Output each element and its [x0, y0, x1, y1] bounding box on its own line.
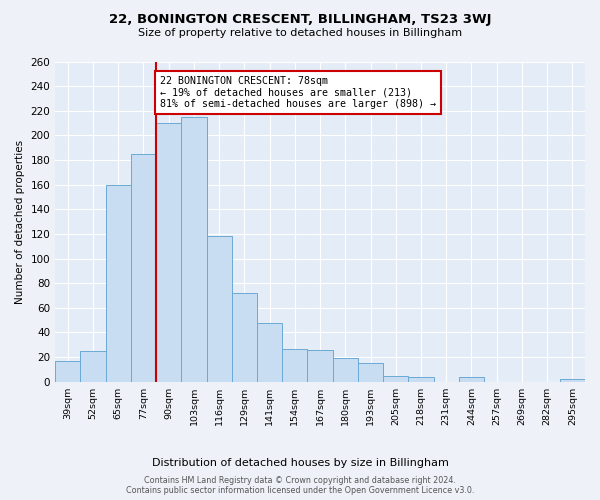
- Bar: [232, 293, 257, 382]
- Bar: [459, 377, 484, 382]
- Text: 22 BONINGTON CRESCENT: 78sqm
← 19% of detached houses are smaller (213)
81% of s: 22 BONINGTON CRESCENT: 78sqm ← 19% of de…: [160, 76, 436, 110]
- Bar: [55, 361, 80, 382]
- Y-axis label: Number of detached properties: Number of detached properties: [15, 140, 25, 304]
- Bar: [282, 348, 307, 382]
- Bar: [206, 236, 232, 382]
- Bar: [181, 117, 206, 382]
- Bar: [332, 358, 358, 382]
- Text: 22, BONINGTON CRESCENT, BILLINGHAM, TS23 3WJ: 22, BONINGTON CRESCENT, BILLINGHAM, TS23…: [109, 12, 491, 26]
- Bar: [80, 351, 106, 382]
- Bar: [409, 377, 434, 382]
- Bar: [257, 322, 282, 382]
- Bar: [106, 184, 131, 382]
- Text: Distribution of detached houses by size in Billingham: Distribution of detached houses by size …: [152, 458, 448, 468]
- Text: Contains HM Land Registry data © Crown copyright and database right 2024.
Contai: Contains HM Land Registry data © Crown c…: [126, 476, 474, 495]
- Text: Size of property relative to detached houses in Billingham: Size of property relative to detached ho…: [138, 28, 462, 38]
- Bar: [131, 154, 156, 382]
- Bar: [156, 123, 181, 382]
- Bar: [560, 380, 585, 382]
- Bar: [383, 376, 409, 382]
- Bar: [358, 364, 383, 382]
- Bar: [307, 350, 332, 382]
